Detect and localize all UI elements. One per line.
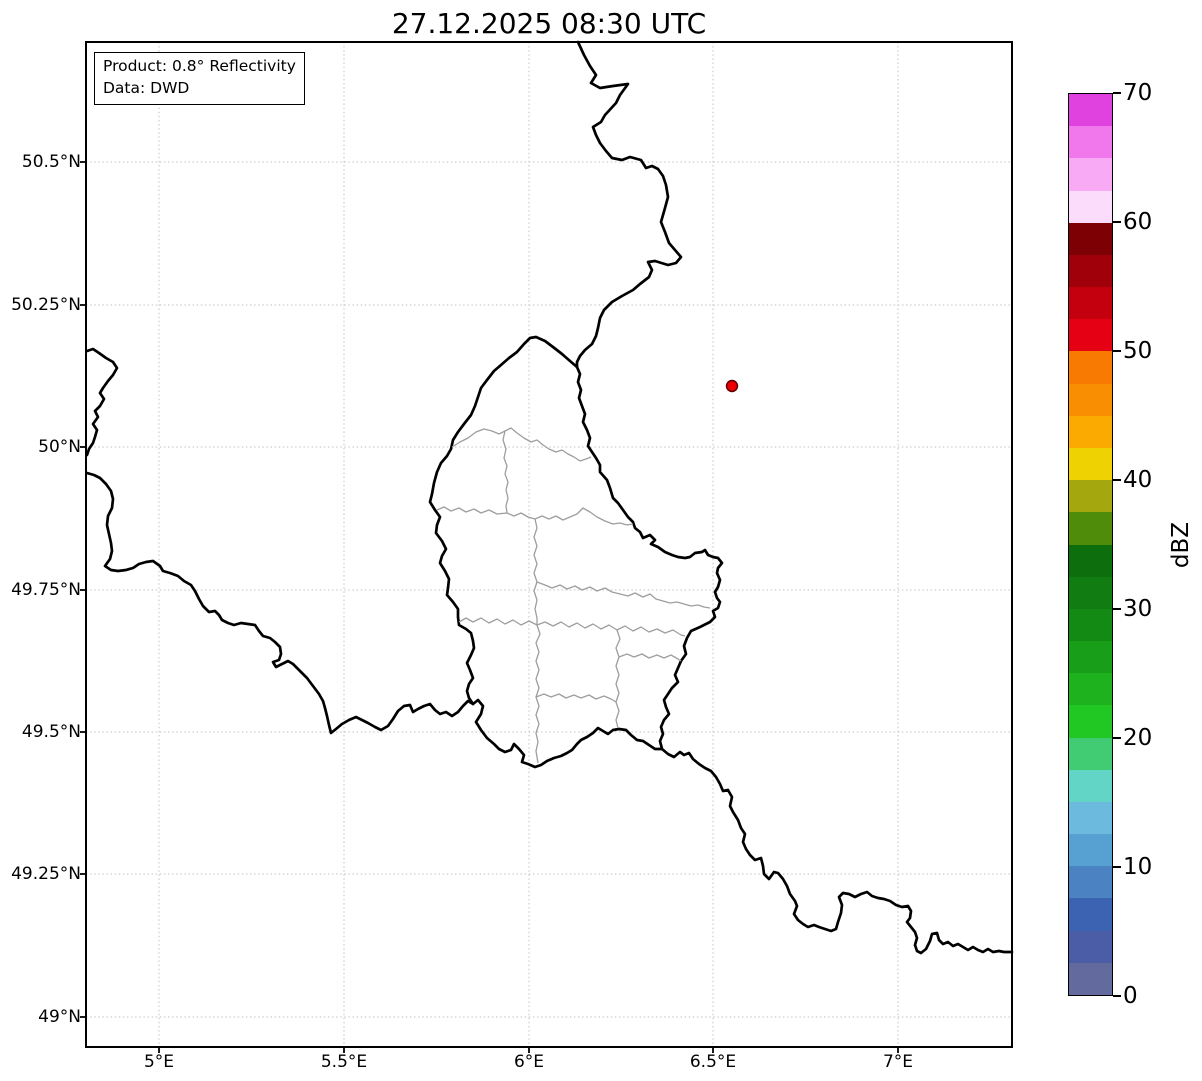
district-border-9 [535,693,617,703]
colorbar-segment-12.5dbz [1069,801,1112,835]
colorbar-segment-7.5dbz [1069,866,1112,899]
y-ticklabel-50.5°N: 50.5°N [21,152,81,172]
colorbar-segment-65dbz [1069,126,1112,159]
colorbar-ticklabel-10: 10 [1123,854,1153,880]
y-ticklabel-49.75°N: 49.75°N [11,580,81,600]
colorbar-segment-15dbz [1069,769,1112,802]
colorbar-ticklabel-50: 50 [1123,338,1153,364]
x-ticklabel-5.5°E: 5.5°E [320,1052,368,1072]
colorbar-ticklabel-0: 0 [1123,983,1138,1009]
district-border-5 [536,581,711,609]
x-ticklabel-6°E: 6°E [513,1052,545,1072]
country-border-belgium-germany [575,40,683,369]
plot-frame [85,41,1013,1048]
product-annotation-box: Product: 0.8° Reflectivity Data: DWD [94,52,305,105]
district-border-2 [502,430,509,514]
colorbar-tickmark-60 [1113,221,1121,223]
colorbar-tickmark-70 [1113,92,1121,94]
colorbar-tickmark-20 [1113,737,1121,739]
y-ticklabel-50°N: 50°N [38,437,81,457]
colorbar-segment-2.5dbz [1069,930,1112,963]
district-border-7 [535,624,541,764]
colorbar-segment-25dbz [1069,641,1112,674]
x-ticklabel-7°E: 7°E [882,1052,914,1072]
colorbar-segment-42.5dbz [1069,415,1112,448]
country-border-france-germany [660,747,1014,955]
y-ticklabel-49.5°N: 49.5°N [21,722,81,742]
colorbar-segment-32.5dbz [1069,544,1112,577]
colorbar-segment-52.5dbz [1069,287,1112,320]
colorbar-segment-50dbz [1069,319,1112,352]
x-ticklabel-5°E: 5°E [143,1052,175,1072]
colorbar-segment-40dbz [1069,447,1112,481]
colorbar-segment-10dbz [1069,834,1112,867]
colorbar-segment-35dbz [1069,512,1112,545]
colorbar-tickmark-30 [1113,608,1121,610]
colorbar-ticklabel-20: 20 [1123,725,1153,751]
radar-site-marker [725,379,739,393]
colorbar-segment-62.5dbz [1069,158,1112,191]
country-border-belgium-france-north [85,347,119,457]
district-border-8 [615,629,621,729]
district-border-6 [458,617,686,637]
colorbar-segment-22.5dbz [1069,673,1112,706]
x-ticklabel-6.5°E: 6.5°E [689,1052,737,1072]
colorbar-ticklabel-30: 30 [1123,596,1153,622]
page-title: 27.12.2025 08:30 UTC [391,7,707,40]
colorbar-ticklabel-60: 60 [1123,209,1153,235]
district-border-1 [451,427,592,462]
colorbar-segment-45dbz [1069,383,1112,416]
colorbar-segment-20dbz [1069,705,1112,738]
colorbar-segment-5dbz [1069,898,1112,931]
colorbar-tickmark-0 [1113,995,1121,997]
colorbar-segment-27.5dbz [1069,608,1112,642]
colorbar-segment-17.5dbz [1069,737,1112,770]
colorbar-ticklabel-70: 70 [1123,80,1153,106]
colorbar-segment-0dbz [1069,962,1112,995]
colorbar-segment-47.5dbz [1069,351,1112,384]
product-annotation-line1: Product: 0.8° Reflectivity [103,57,296,75]
country-border-luxembourg [428,335,724,769]
colorbar-tickmark-10 [1113,866,1121,868]
district-border-10 [618,653,682,662]
y-ticklabel-49.25°N: 49.25°N [11,864,81,884]
product-annotation-line2: Data: DWD [103,79,190,98]
district-border-4 [533,518,538,625]
colorbar-segment-37.5dbz [1069,480,1112,513]
colorbar-tickmark-50 [1113,350,1121,352]
colorbar-segment-55dbz [1069,254,1112,288]
dbz-colorbar [1068,93,1113,996]
colorbar-segment-67.5dbz [1069,94,1112,127]
colorbar-unit-label: dBZ [1168,521,1194,569]
y-ticklabel-50.25°N: 50.25°N [11,295,81,315]
colorbar-segment-30dbz [1069,576,1112,609]
colorbar-segment-57.5dbz [1069,222,1112,255]
colorbar-segment-60dbz [1069,190,1112,223]
country-border-belgium-france [85,471,475,735]
district-border-3 [436,506,634,526]
colorbar-tickmark-40 [1113,479,1121,481]
colorbar-ticklabel-40: 40 [1123,467,1153,493]
y-ticklabel-49°N: 49°N [38,1007,81,1027]
